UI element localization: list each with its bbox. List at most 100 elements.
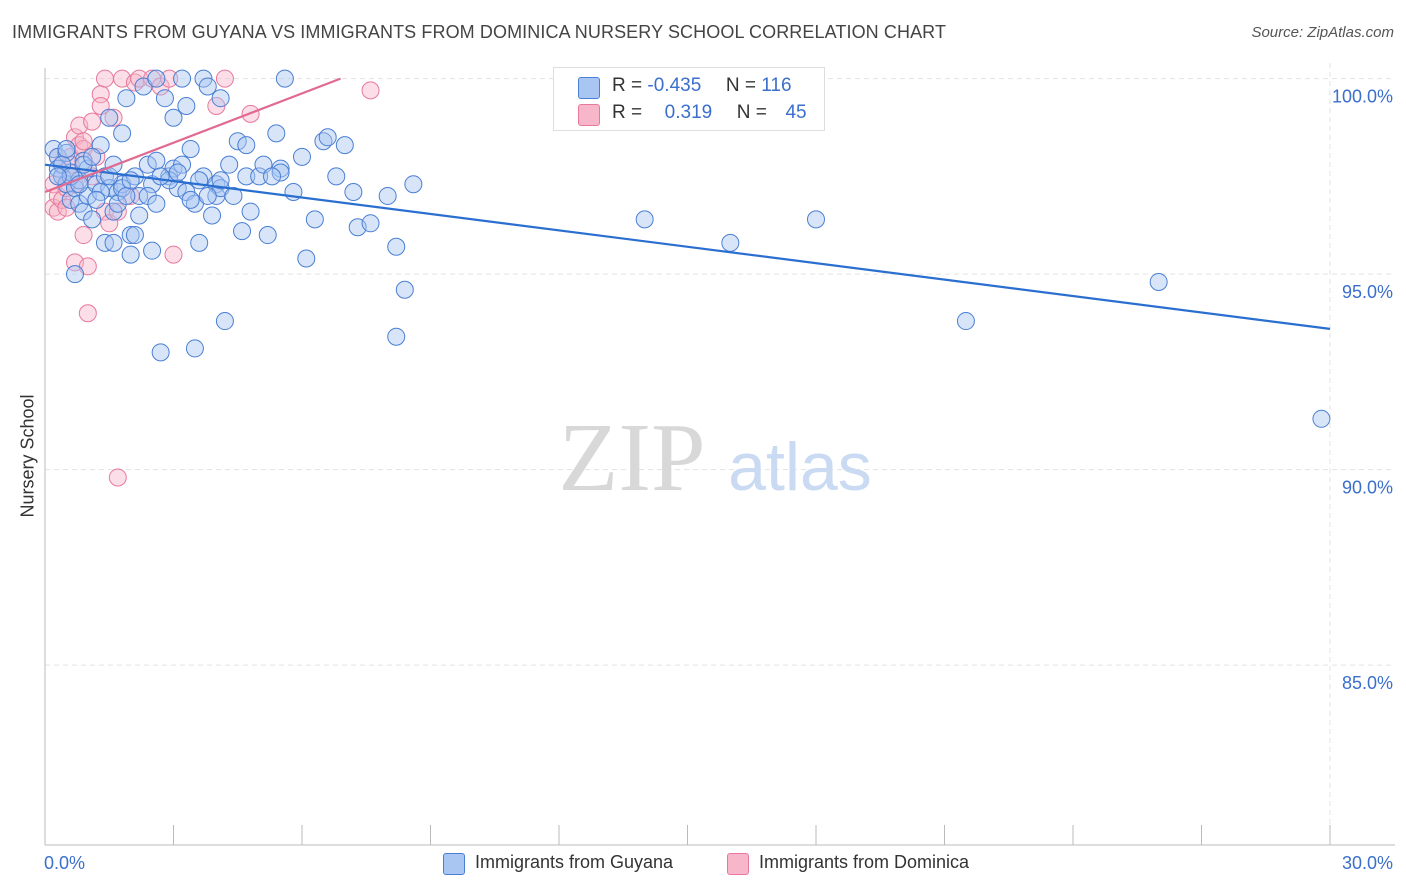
dominica-point (361, 81, 380, 100)
guyana-point (151, 343, 170, 362)
legend-n-label: N = (725, 75, 756, 96)
guyana-point (807, 210, 825, 229)
dominica-point (108, 468, 127, 487)
guyana-point (1149, 272, 1168, 291)
legend-n-label: N = (736, 102, 767, 123)
guyana-point (190, 171, 209, 190)
legend-r-label: R = (612, 102, 643, 123)
legend-r-value-dominica: 0.319 (664, 102, 713, 123)
guyana-point (65, 265, 84, 284)
guyana-point (224, 186, 243, 205)
bottom-legend-swatch-dominica (727, 853, 749, 875)
y-tick-label: 90.0% (1342, 478, 1393, 498)
x-tick-label: 30.0% (1342, 853, 1393, 873)
guyana-point (263, 167, 282, 186)
guyana-point (318, 128, 337, 147)
guyana-point (147, 194, 166, 213)
guyana-point (57, 143, 76, 162)
guyana-point (87, 190, 106, 209)
guyana-point (143, 241, 162, 260)
legend-swatch-guyana (578, 77, 600, 99)
guyana-point (387, 237, 406, 256)
dominica-point (104, 108, 123, 127)
guyana-point (241, 202, 260, 221)
guyana-point (233, 222, 252, 241)
guyana-point (250, 167, 269, 186)
chart-title: IMMIGRANTS FROM GUYANA VS IMMIGRANTS FRO… (12, 22, 947, 42)
guyana-point (121, 226, 140, 245)
dominica-point (74, 226, 93, 245)
legend-n-value-dominica: 45 (785, 102, 807, 123)
tick-labels: 100.0% 95.0% 90.0% 85.0% 0.0% 30.0% (44, 87, 1393, 873)
dominica-point (95, 69, 114, 88)
guyana-point (173, 69, 192, 88)
guyana-point (57, 140, 76, 159)
guyana-point (190, 233, 209, 252)
guyana-point (83, 147, 102, 166)
dominica-point (74, 132, 93, 151)
grid-lines (45, 63, 1395, 845)
guyana-point (121, 245, 140, 264)
guyana-point (335, 136, 354, 155)
legend-n-value-guyana: 116 (761, 75, 792, 96)
guyana-point (177, 97, 196, 116)
guyana-point (203, 206, 222, 225)
guyana-point (61, 190, 80, 209)
guyana-point (117, 186, 136, 205)
guyana-point (275, 69, 294, 88)
guyana-point (185, 339, 204, 358)
dominica-point (164, 245, 183, 264)
dominica-point (108, 202, 127, 221)
guyana-point (138, 155, 157, 174)
trend-lines (44, 77, 1331, 330)
guyana-point (721, 233, 740, 252)
guyana-point (198, 186, 217, 205)
y-tick-label: 95.0% (1342, 282, 1393, 302)
guyana-point (305, 210, 324, 229)
guyana-point (100, 108, 119, 127)
legend-text-dominica: R = 0.319 N = 45 (612, 102, 807, 124)
dominica-point (83, 112, 102, 131)
guyana-point (125, 226, 144, 245)
guyana-point (147, 69, 166, 88)
guyana-point (168, 163, 187, 182)
guyana-point (237, 136, 256, 155)
guyana-point (83, 210, 102, 229)
dominica-trend-line (44, 77, 341, 194)
guyana-point (228, 132, 247, 151)
bottom-legend-label-dominica: Immigrants from Dominica (759, 852, 970, 872)
guyana-point (164, 108, 183, 127)
bottom-legend-swatch-guyana (443, 853, 465, 875)
watermark-zip: ZIP (559, 404, 706, 512)
guyana-point (147, 151, 166, 170)
y-tick-label: 85.0% (1342, 673, 1393, 693)
legend-r-label: R = (612, 75, 643, 96)
guyana-point (1312, 409, 1331, 428)
guyana-point (956, 312, 975, 331)
guyana-trend-line (44, 163, 1331, 330)
guyana-points (44, 69, 1331, 428)
guyana-point (220, 155, 239, 174)
y-tick-label: 100.0% (1332, 87, 1393, 107)
guyana-point (237, 167, 256, 186)
guyana-point (155, 89, 174, 108)
guyana-point (151, 167, 170, 186)
dominica-point (160, 69, 179, 88)
dominica-point (215, 69, 234, 88)
guyana-point (293, 147, 311, 166)
dominica-point (48, 202, 67, 221)
guyana-point (211, 171, 230, 190)
axes (44, 68, 1395, 846)
guyana-point (387, 327, 406, 346)
guyana-point (327, 167, 346, 186)
legend-r-value-guyana: -0.435 (647, 75, 702, 96)
guyana-point (344, 183, 363, 202)
guyana-point (181, 140, 200, 159)
guyana-point (378, 186, 397, 205)
guyana-point (635, 210, 654, 229)
stats-legend: R = -0.435 N = 116 R = 0.319 N = 45 (553, 67, 825, 131)
guyana-point (130, 206, 149, 225)
y-axis-label: Nursery School (17, 394, 38, 518)
guyana-point (211, 89, 230, 108)
